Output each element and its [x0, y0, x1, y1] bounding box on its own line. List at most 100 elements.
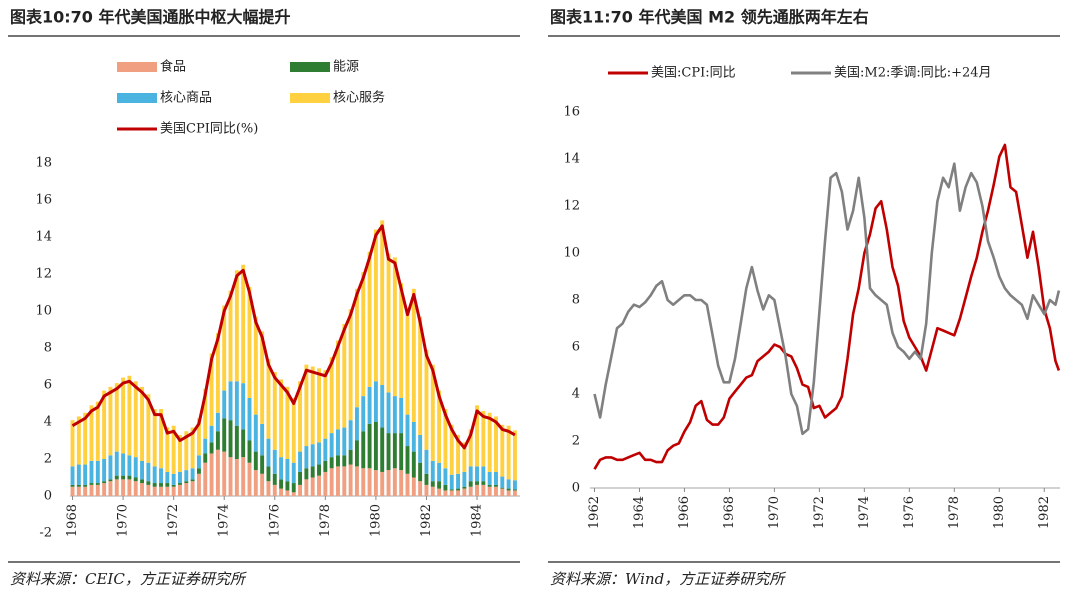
- bar-segment: [215, 449, 220, 496]
- bar-segment: [494, 416, 498, 472]
- y-tick-label: 12: [35, 267, 52, 282]
- x-tick-label: 1976: [267, 504, 282, 537]
- line-series: [593, 162, 1061, 436]
- legend-label: 核心商品: [160, 91, 212, 106]
- bar-segment: [348, 449, 353, 465]
- bar-segment: [386, 392, 391, 434]
- bar-segment: [500, 424, 505, 477]
- bar-segment: [266, 359, 271, 439]
- bar-segment: [405, 446, 410, 474]
- bar-segment: [291, 462, 296, 484]
- bar-segment: [342, 455, 347, 467]
- bar-segment: [70, 484, 75, 487]
- bar-segment: [102, 459, 107, 482]
- bar-segment: [253, 470, 258, 496]
- y-tick-label: 8: [572, 293, 580, 308]
- x-tick-label: 1972: [166, 504, 181, 537]
- bar-segment: [475, 405, 479, 467]
- bar-segment: [348, 309, 353, 421]
- bar-segment: [462, 442, 467, 472]
- bar-segment: [146, 481, 151, 485]
- bar-segment: [89, 405, 94, 461]
- bar-segment: [443, 490, 448, 496]
- bar-segment: [89, 483, 94, 485]
- bar-segment: [260, 423, 265, 456]
- bar-segment: [512, 490, 517, 496]
- bar-segment: [133, 477, 138, 482]
- bar-segment: [329, 457, 334, 469]
- y-tick-label: 16: [35, 193, 52, 208]
- legend-swatch: [290, 62, 330, 72]
- bar-segment: [234, 381, 239, 426]
- bar-segment: [159, 409, 163, 469]
- bar-segment: [430, 460, 435, 482]
- bar-segment: [76, 486, 81, 496]
- bar-segment: [247, 397, 252, 441]
- bar-segment: [70, 486, 75, 496]
- bar-segment: [361, 468, 366, 496]
- bar-segment: [456, 473, 461, 489]
- bar-segment: [468, 481, 473, 487]
- bar-segment: [487, 412, 492, 472]
- bar-segment: [392, 396, 397, 434]
- bar-segment: [405, 414, 410, 447]
- bar-segment: [159, 483, 163, 487]
- x-tick-label: 1980: [992, 496, 1007, 529]
- bar-segment: [234, 425, 239, 459]
- bar-segment: [279, 479, 284, 489]
- bar-segment: [215, 412, 220, 432]
- bar-segment: [234, 459, 239, 496]
- bar-segment: [203, 453, 208, 463]
- x-tick-label: 1980: [368, 504, 383, 537]
- bar-segment: [171, 425, 176, 474]
- bar-segment: [178, 484, 182, 496]
- y-tick-label: 4: [572, 387, 580, 402]
- y-tick-label: 2: [44, 452, 52, 467]
- bar-segment: [392, 468, 397, 496]
- bar-segment: [209, 425, 214, 443]
- x-tick-label: 1968: [65, 504, 80, 537]
- bar-segment: [171, 484, 176, 487]
- y-tick-label: 14: [35, 230, 52, 245]
- bar-segment: [190, 479, 195, 482]
- legend-label: 美国CPI同比(%): [160, 122, 258, 137]
- bar-segment: [512, 489, 517, 491]
- bar-segment: [253, 414, 258, 452]
- bar-segment: [165, 486, 170, 496]
- bar-segment: [342, 323, 347, 428]
- bar-segment: [336, 340, 340, 430]
- bar-segment: [140, 460, 145, 480]
- bar-segment: [146, 484, 151, 496]
- x-tick-label: 1982: [1037, 496, 1052, 529]
- y-tick-label: 6: [572, 340, 580, 355]
- bar-segment: [146, 394, 151, 463]
- y-tick-label: 10: [35, 304, 52, 319]
- bar-segment: [279, 379, 284, 458]
- bar-segment: [298, 451, 303, 472]
- bar-segment: [475, 466, 479, 482]
- bar-segment: [114, 475, 119, 480]
- bar-segment: [279, 457, 284, 480]
- bar-segment: [133, 381, 138, 458]
- bar-segment: [342, 466, 347, 496]
- line-series: [71, 224, 516, 450]
- x-tick-label: 1962: [587, 496, 602, 529]
- bar-segment: [190, 481, 195, 496]
- bar-segment: [336, 455, 340, 467]
- x-tick-label: 1972: [812, 496, 827, 529]
- bar-segment: [399, 283, 404, 398]
- bar-segment: [481, 481, 486, 485]
- bar-segment: [114, 479, 119, 496]
- bar-segment: [304, 364, 309, 447]
- bar-segment: [380, 427, 385, 472]
- bar-segment: [108, 481, 113, 496]
- bar-segment: [165, 427, 170, 472]
- bar-segment: [449, 424, 454, 475]
- bar-segment: [367, 423, 372, 469]
- x-tick-label: 1964: [632, 496, 647, 529]
- bar-segment: [285, 490, 290, 496]
- bar-segment: [178, 471, 182, 484]
- legend-label: 美国:M2:季调:同比:+24月: [834, 66, 992, 81]
- bar-segment: [70, 466, 75, 485]
